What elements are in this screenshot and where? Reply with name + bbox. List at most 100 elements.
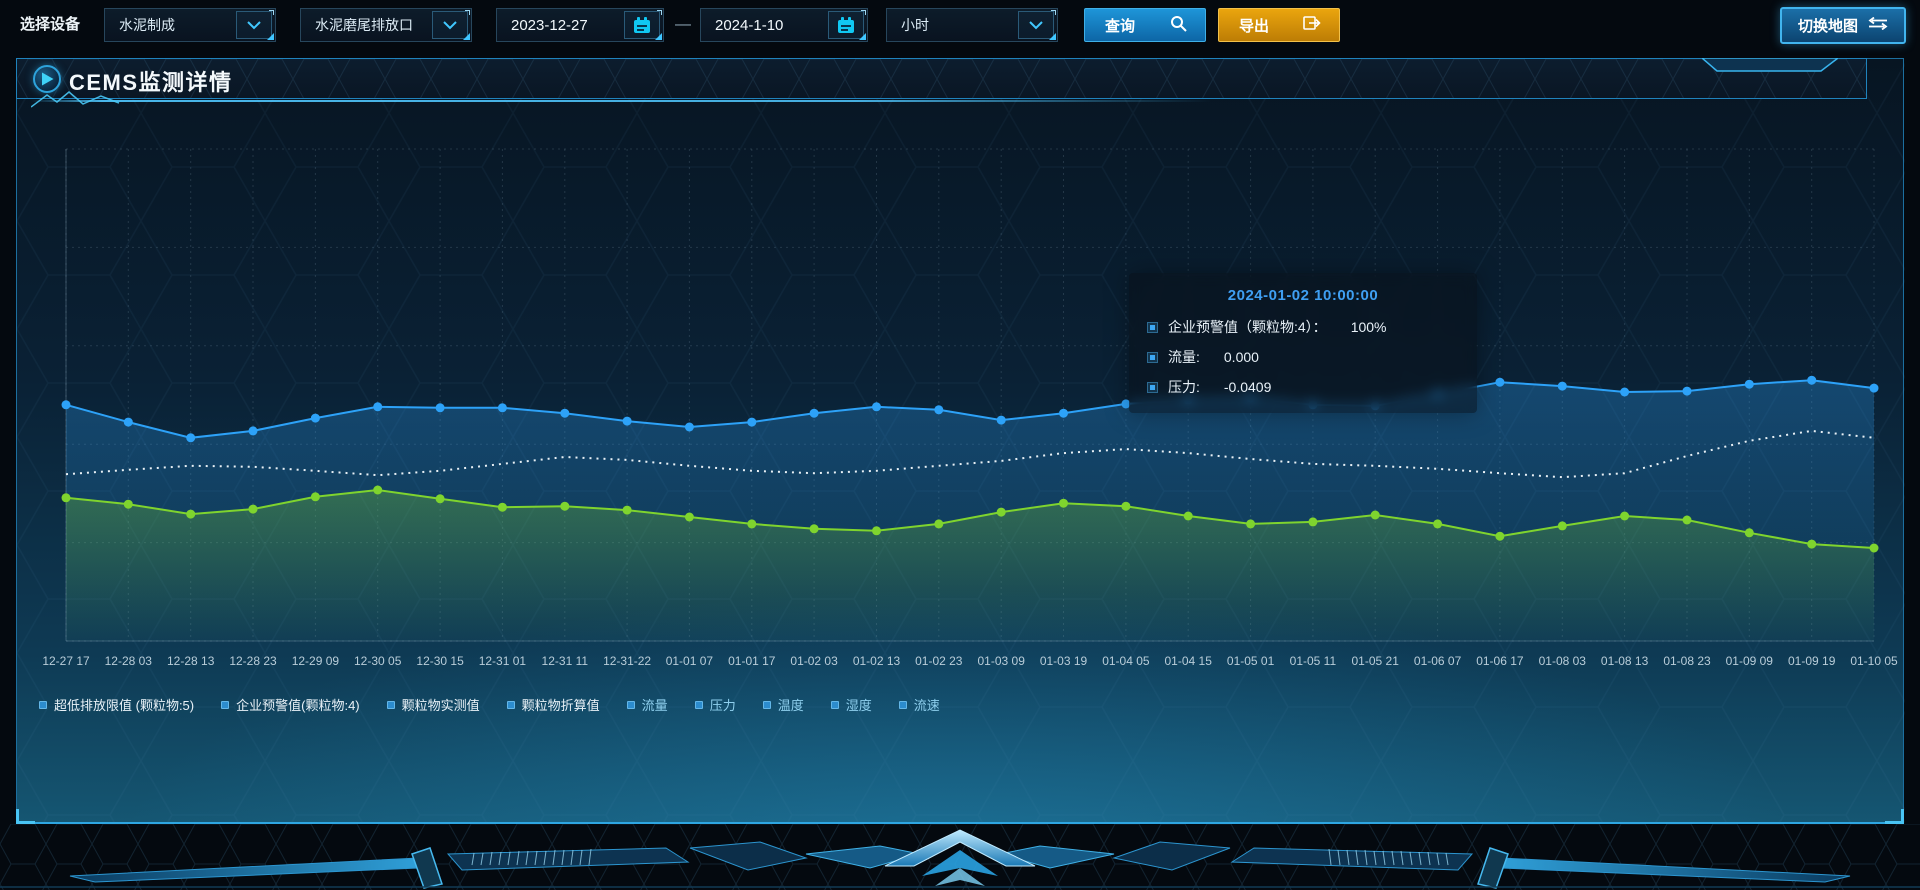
svg-text:01-04 05: 01-04 05 xyxy=(1102,654,1150,668)
svg-text:01-02 23: 01-02 23 xyxy=(915,654,963,668)
x-axis-labels: 12-27 17 12-28 03 12-28 13 12-28 23 12-29 09… xyxy=(42,654,1898,668)
calendar-icon xyxy=(828,11,864,39)
legend-label: 超低排放限值 (颗粒物:5) xyxy=(54,698,195,713)
legend-label: 温度 xyxy=(777,698,804,713)
series-2 xyxy=(61,485,1879,641)
interval-select-value: 小时 xyxy=(901,17,929,33)
bottom-tech-border xyxy=(0,824,1920,890)
outlet-select-value: 水泥磨尾排放口 xyxy=(315,17,413,33)
svg-text:12-31 11: 12-31 11 xyxy=(542,654,589,668)
line-chart[interactable]: 12-27 17 12-28 03 12-28 13 12-28 23 12-29 09… xyxy=(17,99,1905,823)
svg-text:01-08 13: 01-08 13 xyxy=(1601,654,1649,668)
svg-text:01-09 19: 01-09 19 xyxy=(1788,654,1836,668)
legend-label: 颗粒物折算值 xyxy=(521,698,600,713)
query-button[interactable]: 查询 xyxy=(1084,8,1206,42)
swap-arrows-icon xyxy=(1868,16,1888,34)
svg-text:01-08 23: 01-08 23 xyxy=(1663,654,1711,668)
svg-text:01-01 17: 01-01 17 xyxy=(728,654,776,668)
toolbar: 选择设备 水泥制成 水泥磨尾排放口 2023-12-27 — 2024-1-10… xyxy=(0,7,1920,44)
legend-item[interactable]: 温度 xyxy=(762,695,804,714)
svg-text:01-10 05: 01-10 05 xyxy=(1850,654,1898,668)
svg-text:12-30 05: 12-30 05 xyxy=(354,654,402,668)
tooltip-row-label: 流量: xyxy=(1168,349,1200,365)
series-marker-icon xyxy=(1147,381,1158,393)
header-hex-pattern xyxy=(17,59,1866,98)
legend-label: 压力 xyxy=(709,698,736,713)
switch-map-button-label: 切换地图 xyxy=(1797,18,1858,35)
tooltip-timestamp: 2024-01-02 10:00:00 xyxy=(1227,287,1379,304)
tooltip-row: 压力: -0.0409 xyxy=(1147,377,1459,397)
series-1 xyxy=(65,429,1875,479)
legend-item[interactable]: 流量 xyxy=(626,695,668,714)
date-range-separator: — xyxy=(675,16,691,33)
svg-text:01-03 19: 01-03 19 xyxy=(1040,654,1088,668)
svg-text:12-27 17: 12-27 17 xyxy=(42,654,90,668)
export-arrow-icon xyxy=(1303,15,1321,35)
legend-label: 流速 xyxy=(913,698,940,713)
chart-legend: 超低排放限值 (颗粒物:5) 企业预警值(颗粒物:4) 颗粒物实测值 颗粒物折算值 流量… xyxy=(39,695,940,714)
legend-marker-icon xyxy=(830,700,839,709)
legend-item[interactable]: 湿度 xyxy=(830,695,872,714)
legend-item[interactable]: 企业预警值(颗粒物:4) xyxy=(221,695,360,714)
svg-text:12-31 01: 12-31 01 xyxy=(479,654,527,668)
legend-marker-icon xyxy=(898,700,907,709)
legend-item[interactable]: 压力 xyxy=(694,695,736,714)
svg-text:01-01 07: 01-01 07 xyxy=(666,654,714,668)
svg-text:01-04 15: 01-04 15 xyxy=(1165,654,1213,668)
chevron-down-icon xyxy=(236,11,272,39)
start-date-picker[interactable]: 2023-12-27 xyxy=(496,8,664,42)
device-select-label: 选择设备 xyxy=(20,16,81,33)
tooltip-row: 流量: 0.000 xyxy=(1147,347,1459,367)
legend-item[interactable]: 颗粒物实测值 xyxy=(386,695,480,714)
header-glow-line xyxy=(31,100,1211,102)
legend-item[interactable]: 流速 xyxy=(898,695,940,714)
svg-text:12-28 23: 12-28 23 xyxy=(229,654,277,668)
export-button[interactable]: 导出 xyxy=(1218,8,1340,42)
switch-map-button[interactable]: 切换地图 xyxy=(1780,7,1906,44)
svg-text:12-28 03: 12-28 03 xyxy=(105,654,153,668)
search-icon xyxy=(1170,15,1187,36)
outlet-select[interactable]: 水泥磨尾排放口 xyxy=(300,8,472,42)
legend-marker-icon xyxy=(221,700,230,709)
legend-label: 流量 xyxy=(641,698,668,713)
chevron-down-icon xyxy=(1018,11,1054,39)
tooltip-row-value: 100% xyxy=(1350,319,1387,335)
play-icon[interactable] xyxy=(33,65,61,93)
svg-text:01-02 03: 01-02 03 xyxy=(790,654,838,668)
svg-text:01-06 17: 01-06 17 xyxy=(1476,654,1524,668)
device-select-value: 水泥制成 xyxy=(119,17,175,33)
tooltip-row-label: 企业预警值（颗粒物:4）： xyxy=(1168,319,1327,335)
query-button-label: 查询 xyxy=(1105,17,1136,35)
cems-detail-panel: CEMS监测详情 12-27 17 12-28 03 12-28 13 12-28 2… xyxy=(16,57,1905,824)
svg-text:01-03 09: 01-03 09 xyxy=(978,654,1026,668)
legend-item[interactable]: 超低排放限值 (颗粒物:5) xyxy=(39,695,194,714)
chart-tooltip: 2024-01-02 10:00:00 企业预警值（颗粒物:4）： 100% 流量:… xyxy=(1129,273,1477,413)
legend-marker-icon xyxy=(626,700,635,709)
legend-marker-icon xyxy=(762,700,771,709)
legend-marker-icon xyxy=(39,700,47,709)
svg-text:01-02 13: 01-02 13 xyxy=(853,654,901,668)
end-date-picker[interactable]: 2024-1-10 xyxy=(700,8,868,42)
tooltip-row-label: 压力: xyxy=(1168,379,1200,395)
svg-text:01-05 11: 01-05 11 xyxy=(1290,654,1337,668)
svg-text:12-28 13: 12-28 13 xyxy=(167,654,215,668)
svg-text:01-05 01: 01-05 01 xyxy=(1227,654,1275,668)
svg-text:01-09 09: 01-09 09 xyxy=(1726,654,1774,668)
legend-label: 湿度 xyxy=(845,698,872,713)
device-select[interactable]: 水泥制成 xyxy=(104,8,276,42)
tooltip-row-value: 0.000 xyxy=(1223,349,1259,365)
interval-select[interactable]: 小时 xyxy=(886,8,1058,42)
legend-marker-icon xyxy=(694,700,703,709)
legend-marker-icon xyxy=(386,700,395,709)
svg-text:12-30 15: 12-30 15 xyxy=(416,654,464,668)
legend-label: 企业预警值(颗粒物:4) xyxy=(236,698,360,713)
legend-label: 颗粒物实测值 xyxy=(401,698,480,713)
svg-text:12-29 09: 12-29 09 xyxy=(292,654,340,668)
end-date-value: 2024-1-10 xyxy=(715,16,784,34)
panel-title: CEMS监测详情 xyxy=(69,70,233,95)
legend-item[interactable]: 颗粒物折算值 xyxy=(506,695,600,714)
tooltip-row-value: -0.0409 xyxy=(1223,379,1272,395)
panel-header: CEMS监测详情 xyxy=(16,57,1867,99)
start-date-value: 2023-12-27 xyxy=(511,16,588,34)
chevron-down-icon xyxy=(432,11,468,39)
